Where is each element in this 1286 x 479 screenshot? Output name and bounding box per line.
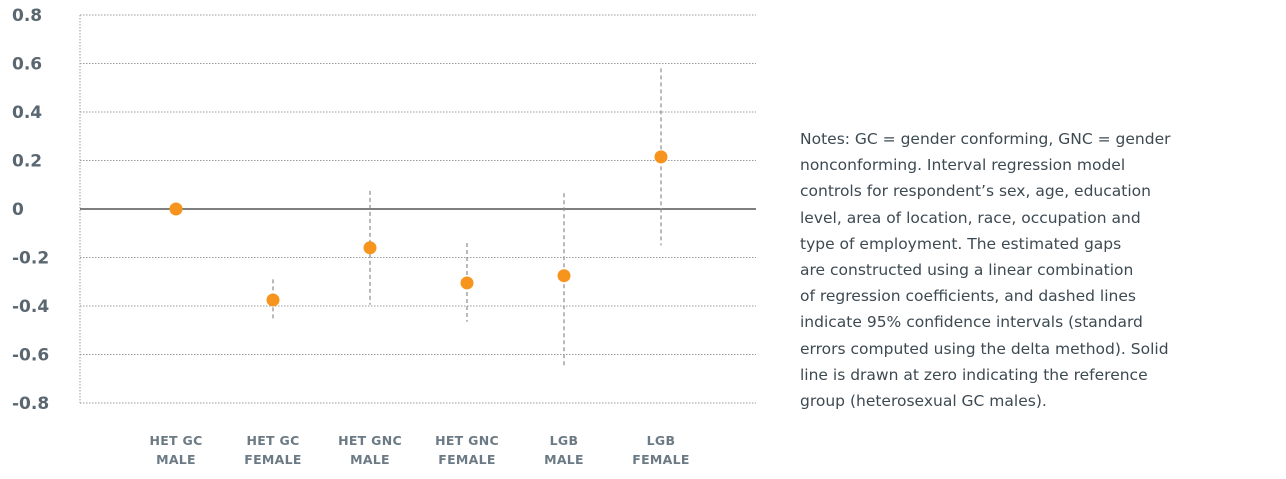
- notes-line: type of employment. The estimated gaps: [800, 234, 1122, 253]
- y-tick-label: -0.8: [12, 394, 49, 414]
- notes-line: nonconforming. Interval regression model: [800, 156, 1126, 175]
- notes-line: level, area of location, race, occupatio…: [800, 208, 1141, 227]
- x-category-label: HET GC: [149, 433, 202, 448]
- estimate-point: [363, 241, 377, 255]
- notes-line: line is drawn at zero indicating the ref…: [800, 365, 1148, 384]
- notes-line: of regression coefficients, and dashed l…: [800, 287, 1136, 306]
- estimate-point: [266, 293, 280, 307]
- x-axis-categories: HET GC MALE HET GC FEMALE HET GNC MALE HET GNC…: [149, 433, 689, 467]
- x-category-label: LGB: [647, 433, 676, 448]
- x-category-label: HET GNC: [338, 433, 402, 448]
- data-points: [169, 150, 668, 307]
- chart: 0.8 0.6 0.4 0.2 0 -0.2 -0.4 -0.6 -0.8 HET GC MALE…: [12, 6, 756, 467]
- x-category-label: MALE: [350, 452, 390, 467]
- estimate-point: [654, 150, 668, 164]
- estimate-point: [169, 202, 183, 216]
- y-tick-label: -0.4: [12, 297, 49, 317]
- notes-line: group (heterosexual GC males).: [800, 392, 1047, 411]
- y-tick-label: 0.6: [12, 55, 42, 75]
- confidence-intervals: [272, 68, 662, 366]
- y-tick-label: -0.6: [12, 346, 49, 366]
- x-category-label: MALE: [156, 452, 196, 467]
- chart-notes: Notes: GC = gender conforming, GNC = gen…: [800, 126, 1280, 414]
- y-tick-label: 0.4: [12, 103, 42, 123]
- notes-line: errors computed using the delta method).…: [800, 339, 1169, 358]
- x-category-label: LGB: [550, 433, 579, 448]
- grid-lines: [79, 14, 756, 404]
- y-axis-ticks: 0.8 0.6 0.4 0.2 0 -0.2 -0.4 -0.6 -0.8: [12, 6, 49, 414]
- x-category-label: MALE: [544, 452, 584, 467]
- x-category-label: HET GNC: [435, 433, 499, 448]
- x-category-label: FEMALE: [438, 452, 496, 467]
- notes-line: indicate 95% confidence intervals (stand…: [800, 313, 1143, 332]
- y-tick-label: -0.2: [12, 249, 49, 269]
- y-tick-label: 0.8: [12, 6, 42, 26]
- notes-line: are constructed using a linear combinati…: [800, 261, 1134, 280]
- y-tick-label: 0: [12, 200, 24, 220]
- notes-line: controls for respondent’s sex, age, educ…: [800, 182, 1151, 201]
- estimate-point: [460, 276, 474, 290]
- x-category-label: FEMALE: [632, 452, 690, 467]
- notes-line: Notes: GC = gender conforming, GNC = gen…: [800, 130, 1171, 148]
- x-category-label: HET GC: [246, 433, 299, 448]
- y-tick-label: 0.2: [12, 152, 42, 172]
- estimate-point: [557, 269, 571, 283]
- x-category-label: FEMALE: [244, 452, 302, 467]
